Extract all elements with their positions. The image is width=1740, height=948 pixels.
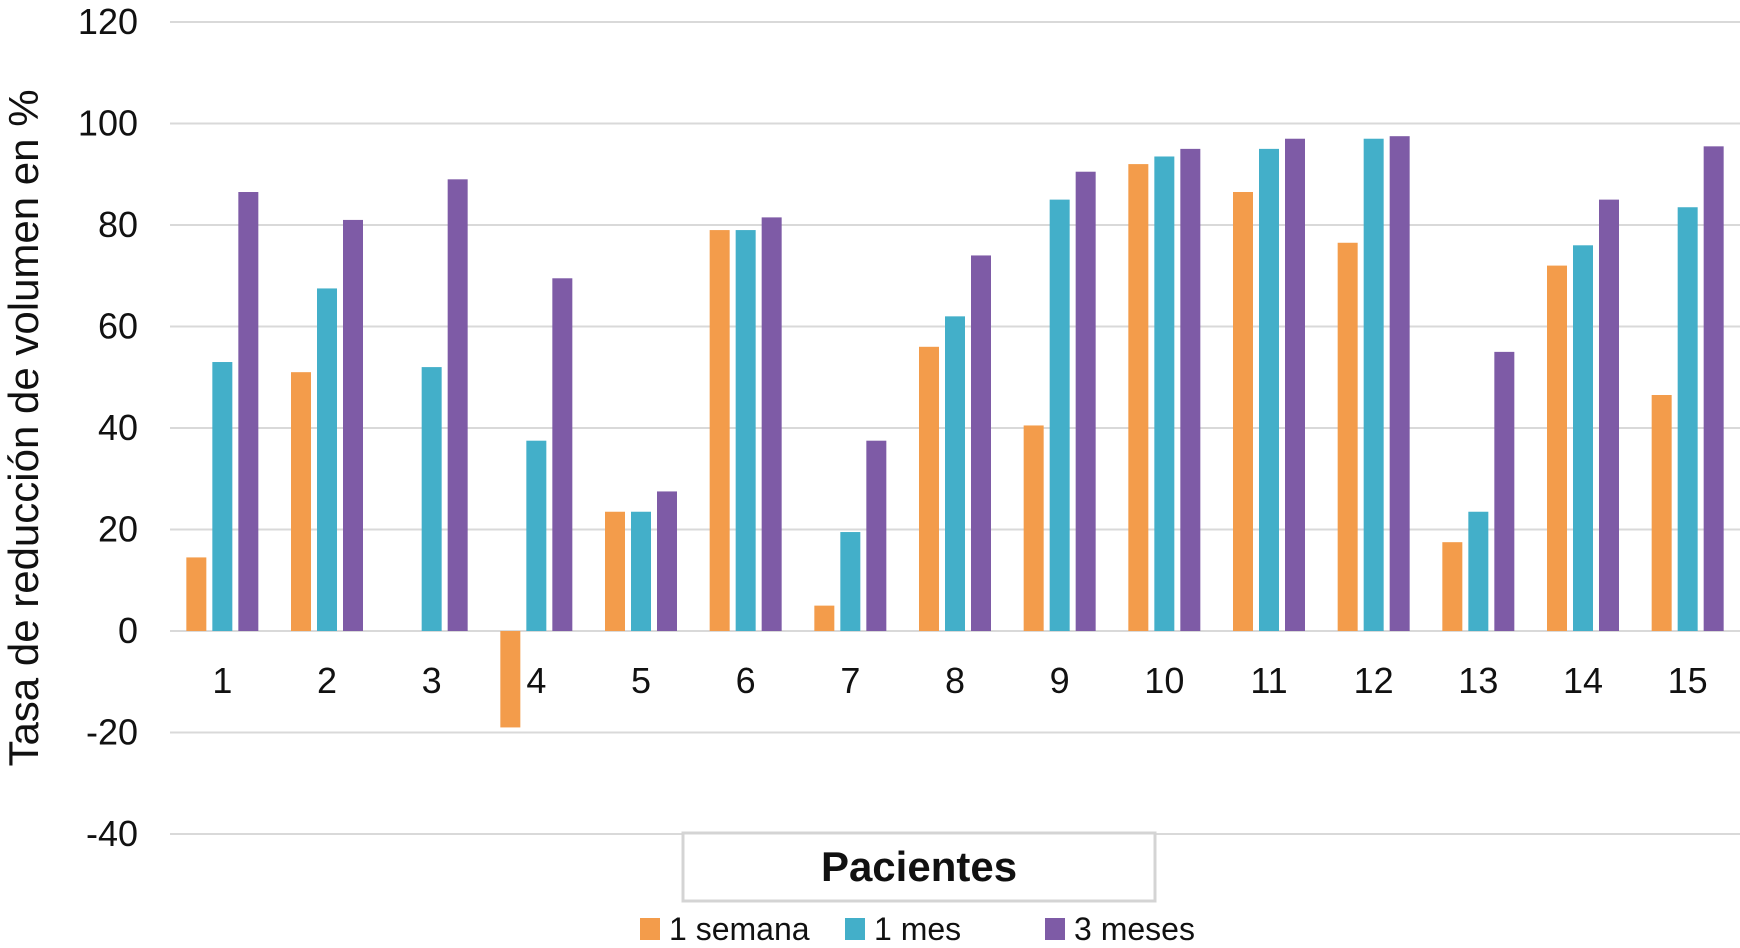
x-tick-label: 14 (1563, 660, 1603, 701)
x-tick-label: 4 (526, 660, 546, 701)
y-tick-label: 100 (78, 103, 138, 144)
legend-label: 3 meses (1074, 911, 1195, 947)
bar (1677, 207, 1698, 632)
x-tick-label: 10 (1144, 660, 1184, 701)
x-tick-label: 8 (945, 660, 965, 701)
x-axis-label: Pacientes (821, 843, 1017, 890)
y-tick-label: 80 (98, 204, 138, 245)
legend: 1 semana 1 mes 3 meses (640, 911, 1195, 947)
x-axis-ticks: 1 2 3 4 5 6 7 8 9 10 11 12 13 14 15 (212, 660, 1707, 701)
x-tick-label: 11 (1250, 660, 1287, 701)
bar (866, 440, 887, 631)
y-tick-label: 0 (118, 610, 138, 651)
bar (605, 511, 625, 631)
x-tick-label: 2 (317, 660, 337, 701)
legend-label: 1 mes (874, 911, 961, 947)
x-tick-label: 7 (840, 660, 860, 701)
bar (526, 440, 547, 631)
bar (1180, 148, 1201, 631)
bar (735, 230, 756, 631)
y-axis-label: Tasa de reducción de volumen en % (0, 89, 47, 766)
legend-item: 1 semana (640, 911, 810, 947)
bar (1599, 199, 1619, 631)
x-tick-label: 3 (422, 660, 442, 701)
bar (814, 605, 835, 631)
bar (919, 346, 939, 631)
x-tick-label: 1 (212, 660, 232, 701)
bar (1363, 138, 1384, 631)
x-tick-label: 12 (1354, 660, 1394, 701)
legend-swatch (1045, 918, 1065, 940)
bar (971, 255, 991, 631)
bar (212, 362, 233, 631)
x-tick-label: 15 (1668, 660, 1708, 701)
bar (1049, 199, 1070, 631)
bar (1023, 425, 1044, 631)
x-tick-label: 6 (736, 660, 756, 701)
bar (1573, 245, 1593, 632)
bar (840, 532, 861, 631)
bar (186, 557, 207, 631)
legend-swatch (640, 918, 660, 940)
bar (291, 372, 311, 631)
x-tick-label: 5 (631, 660, 651, 701)
legend-label: 1 semana (669, 911, 810, 947)
y-axis-ticks: -40 -20 0 20 40 60 80 100 120 (78, 1, 138, 854)
y-tick-label: -20 (86, 712, 138, 753)
bar (421, 367, 442, 631)
legend-swatch (845, 918, 865, 940)
y-tick-label: 120 (78, 1, 138, 42)
bar (238, 192, 259, 631)
bar (1468, 511, 1489, 631)
bar (761, 217, 782, 631)
y-tick-label: -40 (86, 813, 138, 854)
bar (657, 491, 677, 631)
bar (343, 219, 363, 632)
bar (1233, 192, 1253, 631)
bar (709, 230, 730, 631)
bar (1442, 542, 1463, 631)
bar (500, 631, 521, 728)
bar (1285, 138, 1305, 631)
bar (552, 278, 573, 631)
bar (1547, 265, 1567, 631)
bar (1259, 148, 1279, 631)
bar (945, 316, 965, 631)
bar (1651, 395, 1672, 631)
bars (186, 136, 1724, 728)
bar (317, 288, 337, 631)
bar (1337, 242, 1358, 631)
x-axis-title-box (681, 831, 1157, 903)
y-tick-label: 40 (98, 407, 138, 448)
x-tick-label: 9 (1050, 660, 1070, 701)
legend-item: 1 mes (845, 911, 961, 947)
bar (447, 179, 468, 631)
y-tick-label: 20 (98, 509, 138, 550)
bar (631, 511, 651, 631)
bar (1703, 146, 1724, 631)
legend-item: 3 meses (1045, 911, 1195, 947)
bar (1075, 171, 1096, 631)
x-tick-label: 13 (1458, 660, 1498, 701)
y-tick-label: 60 (98, 306, 138, 347)
bar (1154, 156, 1175, 632)
bar (1128, 164, 1149, 631)
bar (1494, 351, 1515, 631)
bar (1389, 136, 1410, 631)
